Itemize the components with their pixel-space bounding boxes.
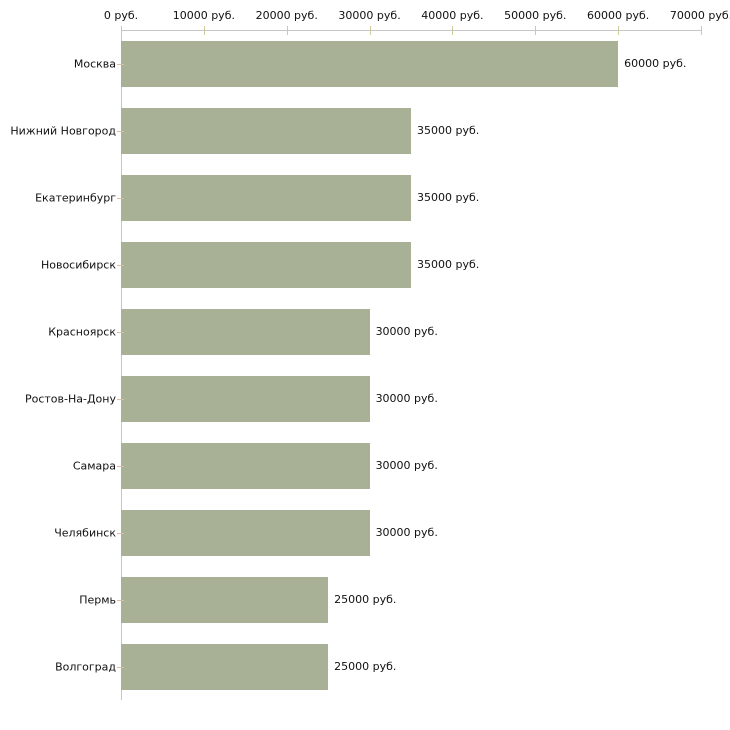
bar-row: Новосибирск 35000 руб. (41, 231, 701, 298)
bar-row: Красноярск 30000 руб. (48, 298, 701, 365)
bar (121, 241, 411, 288)
bar (121, 174, 411, 221)
x-axis-tick (701, 26, 702, 35)
x-axis-tick-label: 70000 руб. (669, 9, 730, 22)
bar (121, 509, 370, 556)
x-axis-tick-label: 20000 руб. (255, 9, 318, 22)
y-axis-tick (117, 465, 124, 467)
y-axis-line (121, 30, 122, 700)
bar (121, 40, 619, 87)
category-label: Красноярск (48, 325, 116, 338)
bar-row: Москва 60000 руб. (74, 30, 701, 97)
y-axis-tick (117, 130, 124, 132)
category-label: Пермь (79, 593, 116, 606)
value-label: 35000 руб. (417, 191, 480, 204)
x-axis-tick (535, 26, 537, 35)
bar (121, 375, 370, 422)
category-label: Волгоград (55, 660, 116, 673)
x-axis-tick (121, 26, 122, 35)
x-axis-tick-label: 0 руб. (103, 9, 139, 22)
bar-row: Ростов-На-Дону 30000 руб. (25, 365, 701, 432)
value-label: 30000 руб. (375, 526, 438, 539)
value-label: 25000 руб. (334, 660, 397, 673)
y-axis-tick (117, 264, 124, 266)
x-axis-tick (452, 26, 454, 35)
category-label: Москва (73, 57, 116, 70)
category-label: Нижний Новгород (10, 124, 116, 137)
value-label: 30000 руб. (375, 392, 438, 405)
value-label: 25000 руб. (334, 593, 397, 606)
y-axis-tick (117, 532, 124, 534)
category-label: Челябинск (54, 526, 116, 539)
value-label: 35000 руб. (417, 258, 480, 271)
value-label: 30000 руб. (375, 459, 438, 472)
bar (121, 643, 329, 690)
y-axis-tick (117, 331, 124, 333)
plot-area: 0 руб. 10000 руб. 20000 руб. 30000 руб. 4000… (10, 9, 730, 700)
category-label: Новосибирск (40, 258, 116, 271)
bar-row: Челябинск 30000 руб. (54, 499, 701, 566)
x-axis-tick (618, 26, 620, 35)
y-axis-tick (117, 398, 124, 400)
value-label: 30000 руб. (375, 325, 438, 338)
x-axis-line (121, 30, 701, 31)
bar (121, 442, 370, 489)
bar-row: Самара 30000 руб. (73, 432, 701, 499)
bar-row: Нижний Новгород 35000 руб. (10, 97, 701, 164)
bar-row: Пермь 25000 руб. (79, 566, 701, 633)
x-axis-tick-label: 10000 руб. (172, 9, 235, 22)
bar-row: Екатеринбург 35000 руб. (35, 164, 701, 231)
bars-container: Москва 60000 руб. Нижний Новгород 35000 руб… (10, 30, 701, 700)
y-axis-tick (117, 197, 124, 199)
x-axis-tick-label: 50000 руб. (504, 9, 567, 22)
y-axis-tick (117, 666, 124, 668)
x-axis-tick-label: 40000 руб. (421, 9, 484, 22)
category-label: Самара (72, 459, 116, 472)
x-axis-tick-label: 30000 руб. (338, 9, 401, 22)
bar (121, 107, 411, 154)
y-axis-tick (117, 63, 124, 65)
value-label: 60000 руб. (624, 57, 687, 70)
category-label: Ростов-На-Дону (24, 392, 116, 405)
bar (121, 308, 370, 355)
category-label: Екатеринбург (35, 191, 116, 204)
bar-row: Волгоград 25000 руб. (55, 633, 701, 700)
value-label: 35000 руб. (417, 124, 480, 137)
x-axis-tick (203, 26, 205, 35)
y-axis-tick (117, 599, 124, 601)
x-axis-tick (369, 26, 371, 35)
x-axis-tick-label: 60000 руб. (587, 9, 650, 22)
bar (121, 576, 329, 623)
x-axis-tick (286, 26, 288, 35)
